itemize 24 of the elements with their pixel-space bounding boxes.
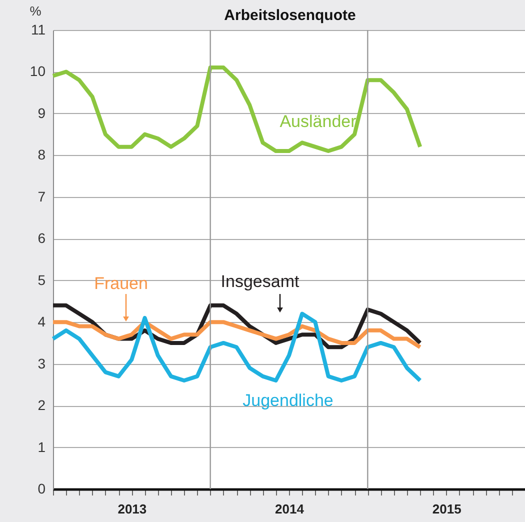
- series-label: Frauen: [94, 274, 148, 293]
- y-tick-label: 8: [38, 146, 46, 163]
- y-tick-label: 2: [38, 397, 46, 414]
- y-axis-title: %: [30, 4, 42, 18]
- y-tick-label: 5: [38, 272, 46, 288]
- y-tick-label: 11: [30, 22, 46, 38]
- series-label: Insgesamt: [220, 272, 300, 291]
- y-tick-label: 9: [38, 104, 46, 121]
- y-tick-label: 6: [38, 230, 46, 246]
- y-tick-label: 7: [38, 188, 46, 204]
- y-tick-label: 3: [38, 355, 46, 372]
- y-tick-label: 0: [38, 480, 46, 496]
- chart-title: Arbeitslosenquote: [224, 7, 356, 24]
- x-tick-label: 2014: [275, 502, 305, 516]
- y-tick-label: 4: [38, 314, 46, 330]
- series-label: Jugendliche: [242, 391, 334, 410]
- line-series: [51, 320, 422, 350]
- x-tick-label: 2015: [432, 502, 462, 516]
- line-series: [51, 66, 422, 154]
- y-tick-label: 10: [30, 63, 46, 80]
- y-tick-label: 1: [38, 438, 46, 455]
- x-tick-label: 2013: [118, 502, 147, 516]
- line-series: [51, 312, 422, 383]
- series-label: Ausländer: [280, 112, 357, 131]
